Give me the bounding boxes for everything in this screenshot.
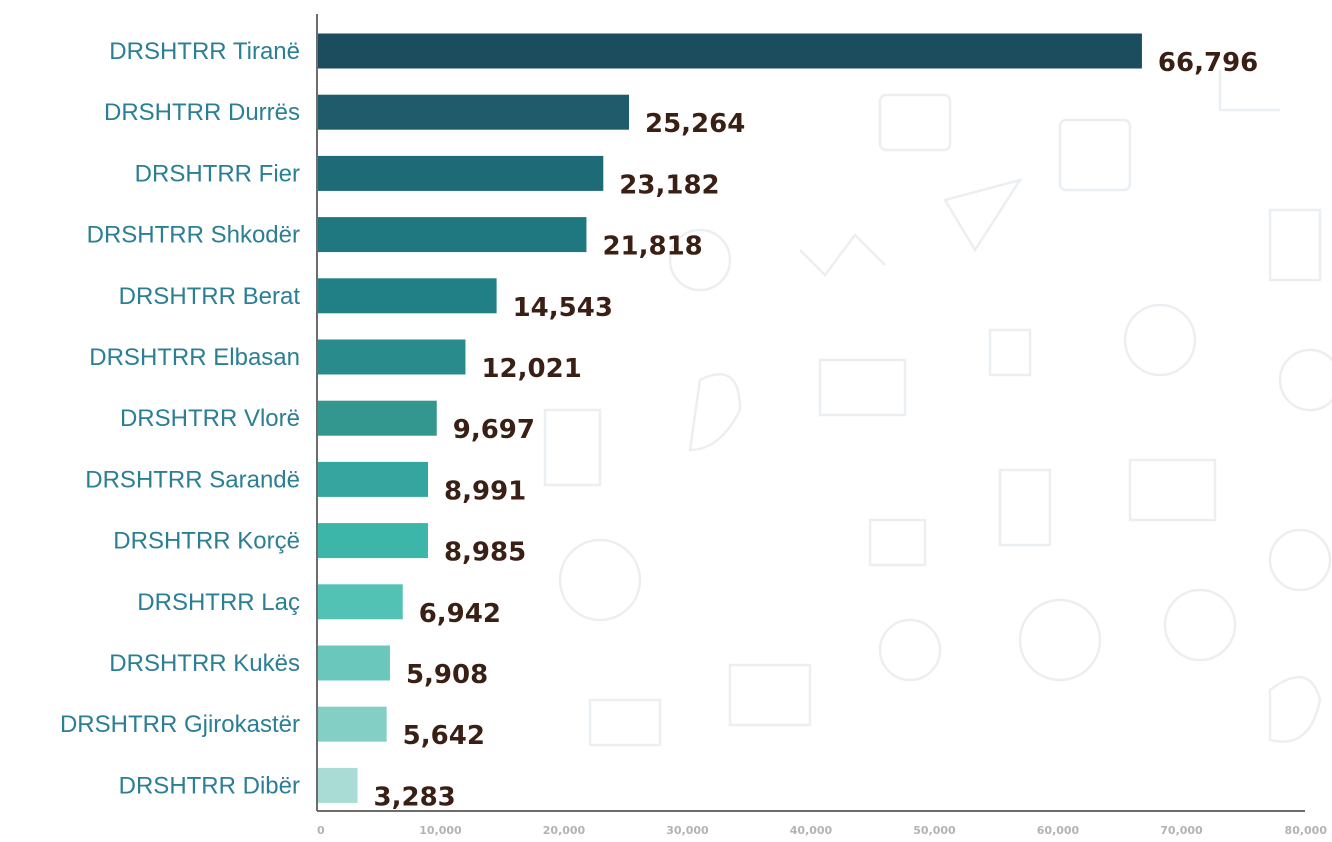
- data-label: 21,818: [602, 232, 702, 262]
- value-labels: 66,796 25,264 23,182 21,818 14,543 12,021 9,69…: [374, 48, 1259, 812]
- bar: [317, 584, 403, 620]
- category-label: DRSHTRR Laç: [137, 589, 300, 616]
- bar: [317, 94, 630, 130]
- data-label: 9,697: [453, 415, 535, 445]
- data-label: 25,264: [645, 109, 745, 139]
- category-label: DRSHTRR Berat: [119, 283, 301, 310]
- bar: [317, 33, 1142, 69]
- data-label: 23,182: [619, 170, 719, 200]
- x-tick-label: 80,000: [1285, 824, 1328, 837]
- data-label: 5,908: [406, 660, 488, 690]
- x-tick-label: 30,000: [666, 824, 709, 837]
- background-doodles: [543, 70, 1332, 747]
- bar: [317, 339, 466, 375]
- bar: [317, 523, 428, 559]
- bar: [317, 217, 587, 253]
- bar: [317, 155, 604, 191]
- x-tick-label: 50,000: [913, 824, 956, 837]
- x-tick-labels: 0 10,000 20,000 30,000 40,000 50,000 60,000 70,…: [317, 824, 1327, 837]
- data-label: 8,985: [444, 538, 526, 568]
- data-label: 8,991: [444, 476, 526, 506]
- x-tick-label: 0: [317, 824, 325, 837]
- data-label: 3,283: [374, 782, 456, 812]
- x-tick-label: 40,000: [790, 824, 833, 837]
- bar: [317, 645, 390, 681]
- bar: [317, 706, 387, 742]
- category-label: DRSHTRR Shkodër: [87, 222, 300, 249]
- category-label: DRSHTRR Durrës: [104, 99, 300, 126]
- x-tick-label: 20,000: [543, 824, 586, 837]
- data-label: 5,642: [403, 721, 485, 751]
- data-label: 12,021: [481, 354, 581, 384]
- category-label: DRSHTRR Gjirokastër: [60, 711, 300, 738]
- x-tick-label: 60,000: [1037, 824, 1080, 837]
- bar: [317, 767, 358, 803]
- category-label: DRSHTRR Fier: [135, 160, 300, 187]
- category-label: DRSHTRR Sarandë: [85, 466, 300, 493]
- category-labels: DRSHTRR Tiranë DRSHTRR Durrës DRSHTRR Fier…: [60, 38, 300, 799]
- bar: [317, 461, 429, 497]
- x-tick-label: 70,000: [1160, 824, 1203, 837]
- category-label: DRSHTRR Korçë: [113, 528, 300, 555]
- data-label: 66,796: [1158, 48, 1258, 78]
- x-tick-label: 10,000: [419, 824, 462, 837]
- data-label: 14,543: [513, 293, 613, 323]
- category-label: DRSHTRR Kukës: [109, 650, 300, 677]
- bar: [317, 400, 437, 436]
- category-label: DRSHTRR Elbasan: [89, 344, 300, 371]
- data-label: 6,942: [419, 599, 501, 629]
- category-label: DRSHTRR Dibër: [119, 772, 300, 799]
- category-label: DRSHTRR Tiranë: [109, 38, 300, 65]
- bars: [317, 33, 1142, 803]
- category-label: DRSHTRR Vlorë: [120, 405, 300, 432]
- bar: [317, 278, 497, 314]
